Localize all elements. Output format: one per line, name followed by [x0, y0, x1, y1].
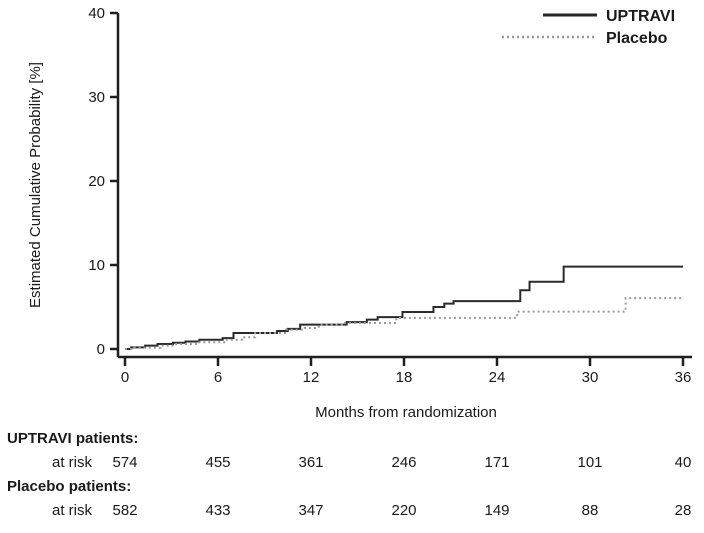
y-axis-title: Estimated Cumulative Probability [%]: [27, 62, 44, 308]
risk-group-header: UPTRAVI patients:: [7, 430, 139, 447]
y-tick-label: 20: [88, 173, 105, 190]
y-tick-label: 40: [88, 5, 105, 22]
risk-row-label: at risk: [51, 454, 92, 471]
cumulative-probability-chart: 0 10 20 30 40 0 6 12 18 24 30 36 UPTRAVI Placebo Mo…: [27, 5, 692, 421]
risk-count: 574: [112, 454, 138, 471]
x-tick-label: 30: [582, 369, 599, 386]
risk-count: 88: [581, 502, 599, 519]
x-tick-label: 12: [303, 369, 320, 386]
y-tick-label: 30: [88, 89, 105, 106]
x-tick-label: 18: [396, 369, 413, 386]
legend: UPTRAVI Placebo: [502, 8, 675, 47]
risk-count: 347: [298, 502, 324, 519]
y-tick-label: 0: [97, 341, 105, 358]
risk-count: 171: [484, 454, 510, 471]
risk-count: 582: [112, 502, 138, 519]
risk-count: 40: [674, 454, 692, 471]
risk-count: 28: [674, 502, 692, 519]
risk-count: 455: [205, 454, 231, 471]
risk-group-header: Placebo patients:: [7, 478, 132, 495]
x-tick-label: 24: [489, 369, 506, 386]
legend-label-placebo: Placebo: [606, 30, 668, 47]
risk-count: 220: [391, 502, 417, 519]
series-placebo: [125, 297, 683, 350]
x-axis-title: Months from randomization: [315, 404, 497, 421]
x-tick-label: 36: [675, 369, 692, 386]
x-tick-label: 0: [121, 369, 129, 386]
number-at-risk-table: UPTRAVI patients: at risk 574 455 361 246 171 1…: [0, 425, 704, 533]
y-tick-label: 10: [88, 257, 105, 274]
risk-count: 101: [577, 454, 603, 471]
axes: 0 10 20 30 40 0 6 12 18 24 30 36: [88, 5, 692, 386]
risk-count: 149: [484, 502, 510, 519]
legend-label-uptravi: UPTRAVI: [606, 8, 675, 25]
risk-count: 246: [391, 454, 417, 471]
risk-row-label: at risk: [51, 502, 92, 519]
risk-count: 361: [298, 454, 324, 471]
x-tick-label: 6: [214, 369, 222, 386]
series-curves: [125, 265, 683, 350]
risk-count: 433: [205, 502, 231, 519]
series-uptravi: [125, 265, 683, 350]
